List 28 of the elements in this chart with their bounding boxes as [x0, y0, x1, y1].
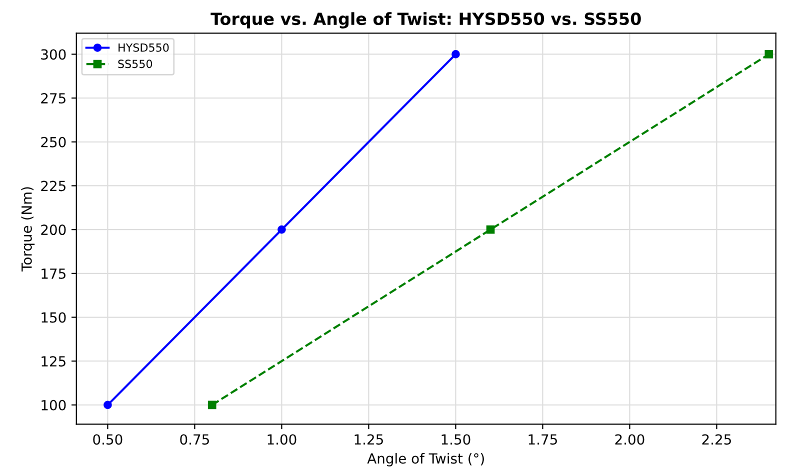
y-tick-label: 250 — [41, 136, 66, 148]
x-tick-label: 1.00 — [268, 434, 296, 445]
x-tick-label: 2.00 — [615, 434, 644, 445]
point — [764, 50, 774, 58]
y-tick-label: 300 — [41, 49, 66, 60]
y-tick-label: 150 — [42, 312, 66, 323]
x-tick-label: 2.25 — [702, 434, 731, 445]
y-tick-label: 125 — [42, 356, 66, 367]
y-tick-label: 175 — [42, 268, 66, 279]
x-axis-title: Angle of Twist (°) — [367, 452, 484, 466]
x-tick-label: 1.75 — [528, 434, 557, 445]
x-tick-label: 1.25 — [354, 434, 383, 445]
point — [452, 50, 460, 58]
x-tick-label: 0.50 — [93, 434, 122, 445]
x-tick-label: 0.75 — [180, 434, 209, 445]
x-tick-label: 1.50 — [442, 434, 470, 445]
legend-label: HYSD550 — [118, 43, 169, 52]
point — [208, 400, 216, 410]
point — [278, 225, 286, 234]
y-tick-label: 100 — [42, 400, 66, 410]
point — [104, 400, 112, 410]
y-tick-label: 225 — [41, 180, 66, 192]
y-tick-label: 200 — [41, 224, 66, 236]
legend-label: SS550 — [118, 60, 152, 68]
y-tick-label: 275 — [41, 93, 66, 104]
y-axis-title: Torque (Nm) — [21, 187, 35, 272]
point — [486, 225, 495, 234]
chart-title: Torque vs. Angle of Twist: HYSD550 vs. SS550 — [210, 12, 641, 28]
